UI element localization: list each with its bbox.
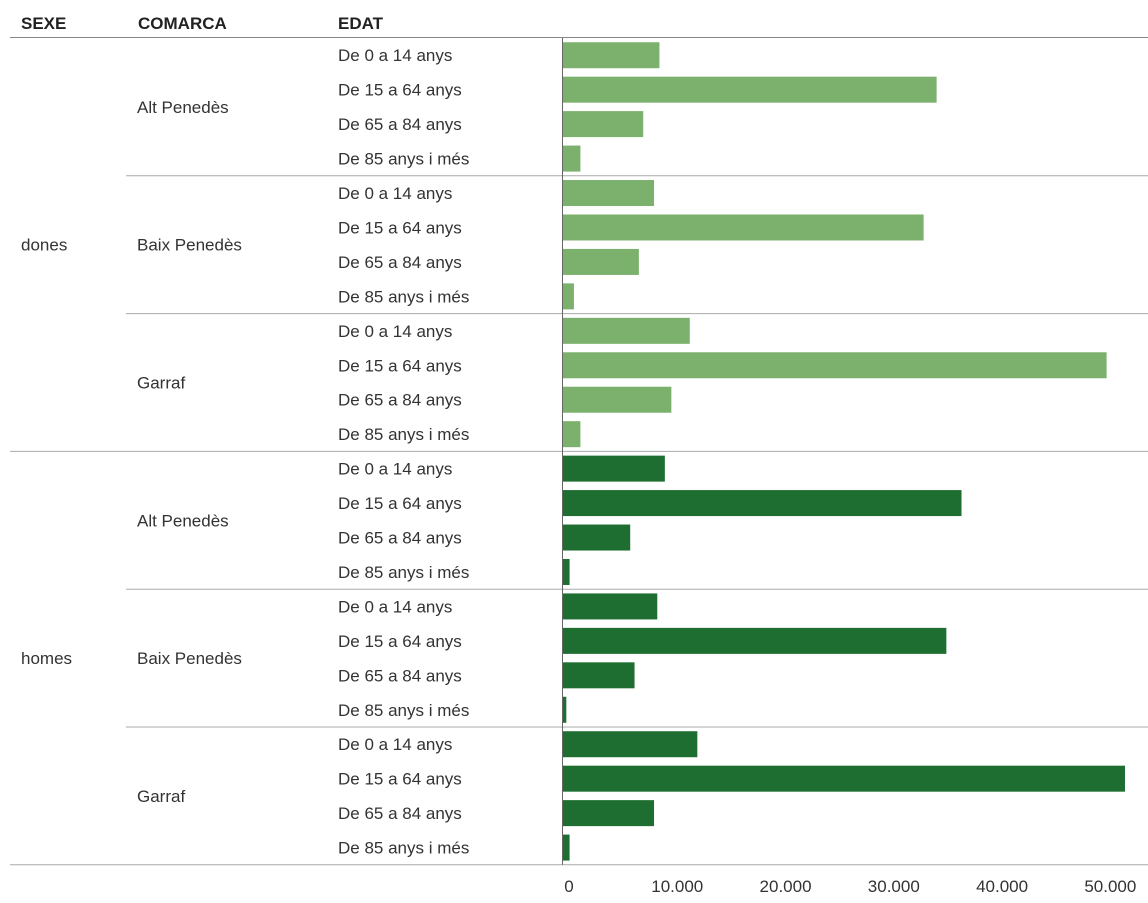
- bar: [562, 317, 690, 344]
- edat-label: De 15 a 64 anys: [338, 218, 462, 237]
- bar: [562, 834, 570, 861]
- x-tick-label: 40.000: [976, 877, 1028, 896]
- edat-label: De 15 a 64 anys: [338, 770, 462, 789]
- edat-label: De 65 a 84 anys: [338, 804, 462, 823]
- edat-label: De 15 a 64 anys: [338, 494, 462, 513]
- comarca-label: Baix Penedès: [137, 649, 242, 668]
- edat-label: De 65 a 84 anys: [338, 666, 462, 685]
- x-tick-label: 10.000: [651, 877, 703, 896]
- header-sexe: SEXE: [21, 14, 67, 33]
- comarca-label: Alt Penedès: [137, 511, 229, 530]
- edat-label: De 15 a 64 anys: [338, 356, 462, 375]
- edat-label: De 15 a 64 anys: [338, 632, 462, 651]
- bar: [562, 283, 574, 310]
- bar: [562, 248, 639, 275]
- edat-label: De 0 a 14 anys: [338, 735, 452, 754]
- edat-label: De 15 a 64 anys: [338, 81, 462, 100]
- bar: [562, 180, 655, 207]
- x-tick-label: 20.000: [760, 877, 812, 896]
- header-comarca: COMARCA: [138, 14, 227, 33]
- bar: [562, 696, 567, 723]
- header-edat: EDAT: [338, 14, 384, 33]
- bar: [562, 800, 655, 827]
- bar: [562, 490, 962, 517]
- x-tick-label: 30.000: [868, 877, 920, 896]
- bar: [562, 421, 581, 448]
- bar: [562, 386, 672, 413]
- edat-label: De 85 anys i més: [338, 150, 469, 169]
- edat-label: De 85 anys i més: [338, 287, 469, 306]
- bar: [562, 352, 1107, 379]
- edat-label: De 85 anys i més: [338, 839, 469, 858]
- edat-label: De 65 a 84 anys: [338, 391, 462, 410]
- edat-label: De 0 a 14 anys: [338, 322, 452, 341]
- edat-label: De 65 a 84 anys: [338, 253, 462, 272]
- edat-label: De 0 a 14 anys: [338, 46, 452, 65]
- edat-label: De 85 anys i més: [338, 425, 469, 444]
- edat-label: De 0 a 14 anys: [338, 597, 452, 616]
- bar: [562, 627, 947, 654]
- x-tick-label: 0: [564, 877, 573, 896]
- bar: [562, 76, 937, 103]
- bar: [562, 731, 698, 758]
- bar: [562, 524, 631, 551]
- bar: [562, 214, 924, 241]
- comarca-label: Garraf: [137, 374, 185, 393]
- bar: [562, 455, 665, 482]
- edat-label: De 0 a 14 anys: [338, 460, 452, 479]
- edat-label: De 85 anys i més: [338, 563, 469, 582]
- comarca-label: Garraf: [137, 787, 185, 806]
- bar: [562, 111, 644, 138]
- bar: [562, 593, 658, 620]
- sexe-label: dones: [21, 236, 67, 255]
- bar: [562, 145, 581, 172]
- sexe-label: homes: [21, 649, 72, 668]
- bar: [562, 662, 635, 689]
- edat-label: De 65 a 84 anys: [338, 529, 462, 548]
- comarca-label: Alt Penedès: [137, 98, 229, 117]
- x-tick-label: 50.000: [1084, 877, 1136, 896]
- bar: [562, 558, 570, 585]
- edat-label: De 85 anys i més: [338, 701, 469, 720]
- edat-label: De 65 a 84 anys: [338, 115, 462, 134]
- comarca-label: Baix Penedès: [137, 236, 242, 255]
- bar: [562, 42, 660, 69]
- edat-label: De 0 a 14 anys: [338, 184, 452, 203]
- bar: [562, 765, 1125, 792]
